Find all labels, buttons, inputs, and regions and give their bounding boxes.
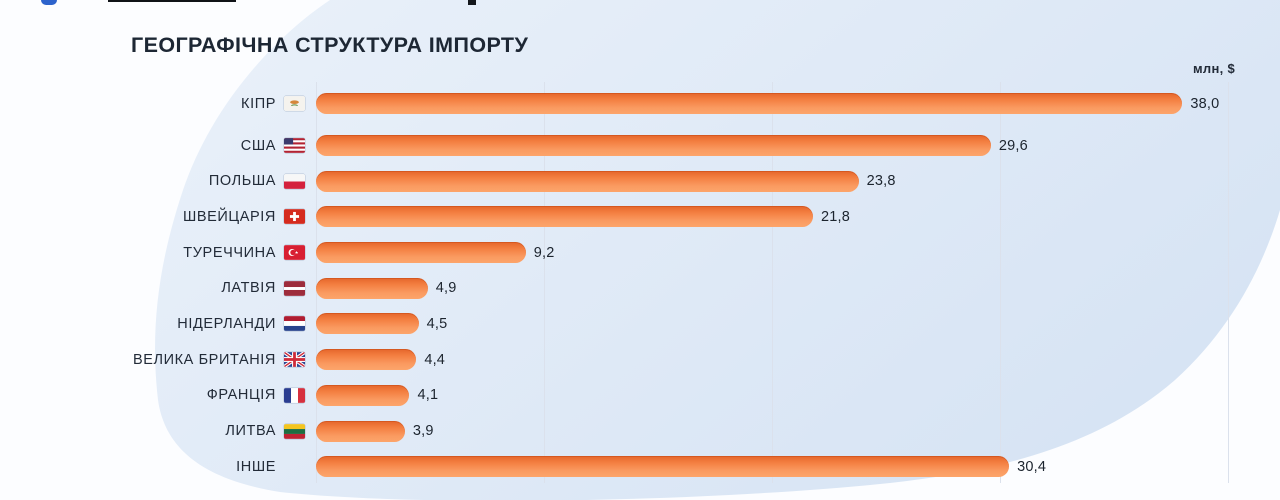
bar-row: ТУРЕЧЧИНА 9,2 [0, 235, 1228, 271]
row-label-cell: НІДЕРЛАНДИ [0, 316, 316, 332]
bar-track: 9,2 [316, 242, 1228, 264]
value-bar [316, 420, 405, 442]
row-label-cell: ЛАТВІЯ [0, 280, 316, 296]
bar-track: 29,6 [316, 135, 1228, 157]
country-label: ВЕЛИКА БРИТАНІЯ [132, 351, 276, 368]
country-label: ШВЕЙЦАРІЯ [182, 208, 276, 225]
row-label-cell: ШВЕЙЦАРІЯ [0, 209, 316, 225]
row-label-cell: ПОЛЬША [0, 173, 316, 189]
country-label: НІДЕРЛАНДИ [177, 315, 276, 332]
country-label: ФРАНЦІЯ [206, 387, 276, 404]
bar-track: 21,8 [316, 206, 1228, 228]
bar-rows: КІПР 38,0 США 29,6 ПОЛЬША [0, 86, 1228, 485]
flag-nl-icon [284, 316, 305, 332]
value-label: 4,9 [435, 280, 457, 297]
value-bar [316, 349, 417, 371]
cropped-logo-fragment [41, 0, 57, 5]
gridline-x-40 [1228, 82, 1229, 483]
bar-row: ІНШЕ 30,4 [0, 449, 1228, 485]
value-bar [316, 384, 410, 406]
value-label: 30,4 [1017, 458, 1047, 475]
value-label: 4,5 [426, 315, 448, 332]
value-label: 3,9 [412, 423, 434, 440]
value-label: 4,1 [417, 387, 439, 404]
chart-title: ГЕОГРАФІЧНА СТРУКТУРА ІМПОРТУ [131, 33, 529, 57]
value-bar [316, 93, 1183, 115]
flag-gb-icon [284, 352, 305, 368]
value-bar [316, 170, 859, 192]
bar-row: ШВЕЙЦАРІЯ 21,8 [0, 199, 1228, 235]
flag-placeholder [284, 459, 305, 474]
bar-track: 23,8 [316, 170, 1228, 192]
bar-row: ПОЛЬША 23,8 [0, 163, 1228, 199]
row-label-cell: ТУРЕЧЧИНА [0, 245, 316, 261]
bar-track: 4,4 [316, 349, 1228, 371]
bar-row: США 29,6 [0, 128, 1228, 164]
bar-row: КІПР 38,0 [0, 86, 1228, 122]
flag-fr-icon [284, 387, 305, 403]
value-label: 23,8 [866, 173, 896, 190]
row-label-cell: КІПР [0, 96, 316, 112]
country-label: КІПР [241, 95, 276, 112]
country-label: ТУРЕЧЧИНА [183, 244, 276, 261]
bar-track: 4,5 [316, 313, 1228, 335]
bar-row: ЛИТВА 3,9 [0, 413, 1228, 449]
row-label-cell: США [0, 138, 316, 154]
cropped-header-glyph-fragment [468, 0, 476, 5]
gridline-x-20 [772, 82, 773, 483]
bar-track: 30,4 [316, 456, 1228, 478]
bar-track: 4,9 [316, 277, 1228, 299]
country-label: ЛАТВІЯ [221, 280, 276, 297]
value-label: 4,4 [424, 351, 446, 368]
unit-label: млн, $ [1193, 61, 1235, 76]
value-label: 38,0 [1190, 95, 1220, 112]
bar-row: НІДЕРЛАНДИ 4,5 [0, 306, 1228, 342]
flag-lt-icon [284, 423, 305, 439]
flag-pl-icon [284, 173, 305, 189]
country-label: ЛИТВА [225, 423, 276, 440]
gridline-x-10 [544, 82, 545, 483]
value-bar [316, 313, 419, 335]
row-label-cell: ФРАНЦІЯ [0, 387, 316, 403]
cropped-header-text-fragment [108, 0, 236, 2]
flag-cy-icon [284, 96, 305, 112]
country-label: США [240, 137, 276, 154]
flag-us-icon [284, 138, 305, 153]
value-bar [316, 135, 991, 157]
value-bar [316, 206, 814, 228]
bar-track: 38,0 [316, 93, 1228, 115]
value-label: 9,2 [533, 244, 555, 261]
country-label: ПОЛЬША [208, 173, 276, 190]
value-label: 29,6 [998, 137, 1028, 154]
flag-lv-icon [284, 280, 305, 296]
bar-track: 4,1 [316, 384, 1228, 406]
bar-row: ЛАТВІЯ 4,9 [0, 270, 1228, 306]
value-label: 21,8 [821, 208, 851, 225]
value-bar [316, 456, 1010, 478]
country-label: ІНШЕ [236, 458, 276, 475]
value-bar [316, 242, 526, 264]
gridline-x-30 [1000, 82, 1001, 483]
flag-ch-icon [284, 209, 305, 225]
row-label-cell: ВЕЛИКА БРИТАНІЯ [0, 352, 316, 368]
value-bar [316, 277, 428, 299]
row-label-cell: ЛИТВА [0, 423, 316, 439]
bar-row: ВЕЛИКА БРИТАНІЯ 4,4 [0, 342, 1228, 378]
bar-row: ФРАНЦІЯ 4,1 [0, 378, 1228, 414]
row-label-cell: ІНШЕ [0, 459, 316, 475]
bar-track: 3,9 [316, 420, 1228, 442]
flag-tr-icon [284, 245, 305, 260]
